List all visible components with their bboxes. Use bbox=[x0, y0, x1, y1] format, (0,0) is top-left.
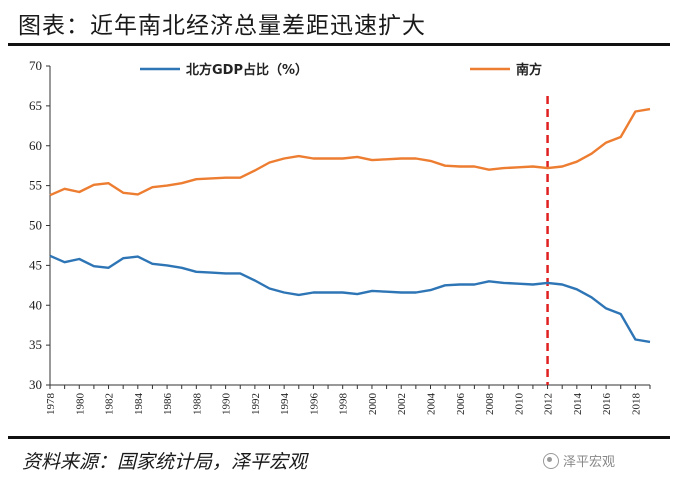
chart-title: 图表：近年南北经济总量差距迅速扩大 bbox=[18, 13, 426, 39]
y-tick-label: 60 bbox=[29, 138, 42, 153]
x-tick-label: 2002 bbox=[396, 393, 408, 415]
legend-label-south: 南方 bbox=[516, 62, 542, 78]
x-tick-label: 2004 bbox=[425, 393, 437, 416]
source-note: 资料来源：国家统计局，泽平宏观 bbox=[22, 451, 308, 473]
y-tick-label: 70 bbox=[29, 58, 42, 73]
series-line-south bbox=[49, 107, 651, 197]
wechat-icon bbox=[543, 452, 559, 469]
y-tick-label: 45 bbox=[29, 257, 42, 272]
x-tick-label: 1978 bbox=[45, 393, 57, 416]
title-divider bbox=[8, 43, 670, 46]
watermark-text: 泽平宏观 bbox=[563, 455, 616, 470]
y-axis-ticks: 30 35 40 45 50 55 60 65 70 bbox=[29, 58, 50, 392]
y-tick-label: 35 bbox=[29, 337, 42, 352]
x-tick-label: 2006 bbox=[455, 393, 467, 416]
x-tick-label: 2016 bbox=[601, 393, 613, 416]
x-tick-label: 1980 bbox=[74, 393, 86, 416]
y-tick-label: 55 bbox=[29, 178, 42, 193]
x-tick-label: 2000 bbox=[367, 393, 379, 416]
chart-axes bbox=[49, 66, 650, 386]
x-tick-label: 1992 bbox=[250, 393, 262, 415]
x-tick-label: 1984 bbox=[133, 393, 145, 416]
source-divider bbox=[8, 436, 670, 439]
x-tick-label: 1986 bbox=[162, 393, 174, 416]
x-tick-label: 1996 bbox=[308, 393, 320, 416]
x-tick-label: 1994 bbox=[279, 393, 291, 416]
x-tick-label: 1982 bbox=[104, 393, 116, 415]
x-tick-label: 2014 bbox=[572, 393, 584, 416]
series-line-north bbox=[49, 254, 651, 344]
y-tick-label: 30 bbox=[29, 377, 42, 392]
x-tick-label: 2008 bbox=[484, 393, 496, 416]
x-axis-ticks: 1978 1980 1982 1984 1986 1988 1990 1992 1994 1996… bbox=[45, 385, 651, 416]
series-lines bbox=[49, 107, 651, 344]
y-tick-label: 65 bbox=[29, 98, 42, 113]
x-tick-label: 1990 bbox=[221, 393, 233, 416]
legend-label-north: 北方GDP占比（%） bbox=[186, 62, 308, 78]
x-tick-label: 2012 bbox=[543, 393, 555, 415]
x-tick-label: 2010 bbox=[513, 393, 525, 416]
x-tick-label: 2018 bbox=[630, 393, 642, 416]
y-tick-label: 40 bbox=[29, 297, 42, 312]
x-tick-label: 1988 bbox=[191, 393, 203, 416]
y-tick-label: 50 bbox=[29, 218, 42, 233]
x-tick-label: 1998 bbox=[338, 393, 350, 416]
chart-legend: 北方GDP占比（%） 南方 bbox=[140, 62, 542, 78]
watermark: 泽平宏观 bbox=[543, 451, 615, 470]
